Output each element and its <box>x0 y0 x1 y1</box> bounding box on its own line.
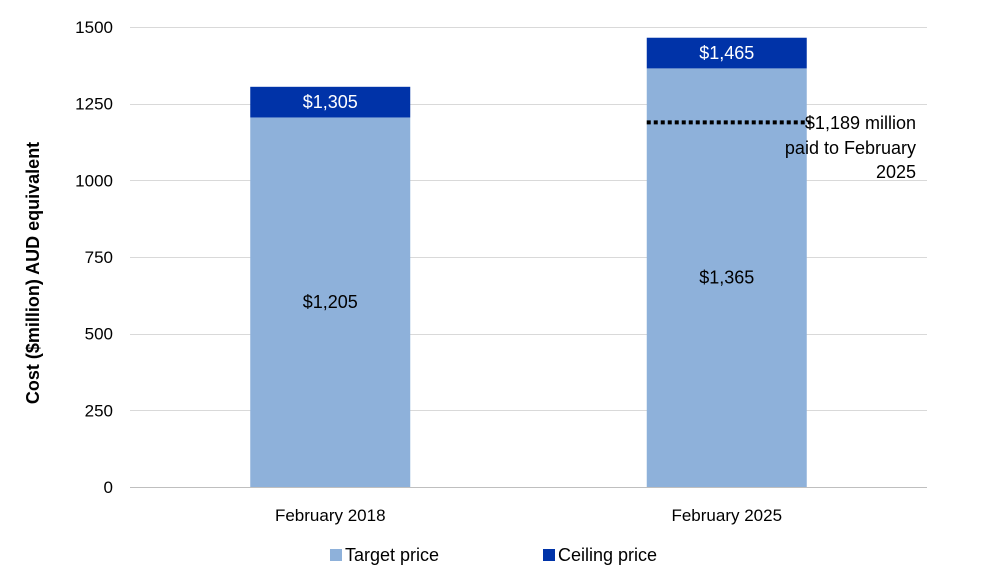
bar-segment-target <box>250 117 411 487</box>
y-axis-label: Cost ($million) AUD equivalent <box>23 142 43 404</box>
y-tick-label: 250 <box>85 401 113 420</box>
y-tick-label: 1250 <box>75 95 113 114</box>
legend-swatch <box>330 549 342 561</box>
legend-swatch <box>543 549 555 561</box>
gridlines <box>130 27 927 411</box>
y-tick-label: 0 <box>104 478 113 497</box>
y-tick-label: 1500 <box>75 18 113 37</box>
y-tick-label: 1000 <box>75 171 113 190</box>
bar-segment-ceiling <box>646 37 807 69</box>
x-tick-label: February 2025 <box>671 506 782 525</box>
legend-label: Ceiling price <box>558 545 657 565</box>
reference-line-group: $1,189 million paid to February 2025 <box>646 113 916 182</box>
legend: Target price Ceiling price <box>330 545 657 565</box>
data-label: $1,205 <box>303 292 358 312</box>
y-tick-label: 500 <box>85 325 113 344</box>
reference-line-label: paid to February <box>785 138 916 158</box>
data-label: $1,465 <box>699 43 754 63</box>
data-label: $1,305 <box>303 92 358 112</box>
bars: $1,205 $1,305 $1,365 $1,465 <box>250 37 807 488</box>
x-tick-label: February 2018 <box>275 506 386 525</box>
reference-line-label: $1,189 million <box>805 113 916 133</box>
bar-segment-target <box>646 68 807 488</box>
y-tick-labels: 0 250 500 750 1000 1250 1500 <box>75 18 113 497</box>
x-tick-labels: February 2018 February 2025 <box>275 506 782 525</box>
reference-line-label: 2025 <box>876 162 916 182</box>
data-label: $1,365 <box>699 268 754 288</box>
legend-label: Target price <box>345 545 439 565</box>
y-tick-label: 750 <box>85 248 113 267</box>
bar-segment-ceiling <box>250 86 411 118</box>
